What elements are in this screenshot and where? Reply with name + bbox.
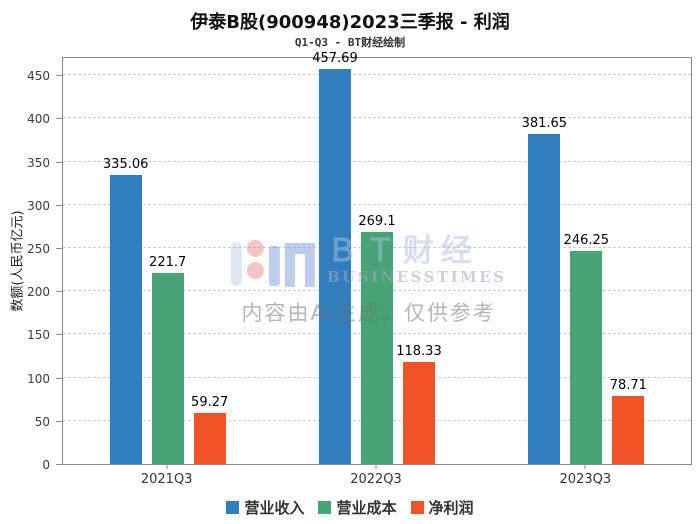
y-tick-mark: [56, 248, 62, 250]
bar: [402, 361, 435, 464]
gridline: [63, 203, 691, 205]
bar-wrap: 335.06: [103, 157, 148, 464]
bar-value-label: 335.06: [102, 156, 149, 172]
bar: [360, 231, 393, 464]
legend-label: 营业收入: [244, 499, 305, 517]
x-tick-label: 2022Q3: [350, 472, 402, 487]
y-tick-label: 400: [27, 112, 50, 127]
bar: [612, 396, 645, 464]
gridline: [63, 160, 691, 162]
y-tick-mark: [56, 334, 62, 336]
bar-value-label: 381.65: [521, 116, 568, 132]
bar-value-label: 118.33: [396, 343, 442, 359]
x-tick-mark: [584, 465, 586, 469]
bar-group: 457.69 269.1 118.33: [272, 51, 481, 464]
bar-wrap: 221.7: [149, 254, 187, 464]
y-tick-mark: [56, 75, 62, 77]
y-tick-mark: [56, 118, 62, 120]
legend-item: 营业成本: [318, 497, 397, 518]
gridline: [63, 74, 691, 76]
x-tick-label: 2023Q3: [559, 472, 612, 487]
y-tick-label: 100: [27, 371, 50, 386]
chart-title: 伊泰B股(900948)2023三季报 - 利润: [190, 12, 510, 33]
legend-label: 营业成本: [336, 499, 397, 517]
y-tick-mark: [56, 291, 62, 293]
legend-swatch: [318, 501, 332, 514]
bar: [528, 134, 561, 464]
x-tick-mark: [375, 465, 377, 469]
bar-wrap: 78.71: [609, 378, 647, 464]
y-tick-mark: [56, 377, 62, 379]
bar-value-label: 59.27: [191, 394, 229, 410]
bar-wrap: 246.25: [564, 233, 609, 464]
bar: [193, 412, 226, 464]
y-tick-label: 0: [42, 458, 50, 472]
y-tick-mark: [56, 204, 62, 206]
bar-group: 381.65 246.25 78.71: [482, 58, 691, 464]
legend-label: 净利润: [428, 499, 474, 517]
legend: 营业收入 营业成本 净利润: [0, 497, 700, 518]
legend-item: 净利润: [410, 497, 474, 518]
legend-swatch: [410, 501, 424, 514]
bar: [318, 68, 351, 464]
legend-item: 营业收入: [226, 497, 304, 518]
bar: [109, 174, 142, 464]
x-tick-label: 2021Q3: [140, 472, 193, 487]
x-tick-mark: [166, 465, 168, 469]
y-axis: 0 50 100 150 200 250 300 350 400 450: [0, 57, 62, 472]
y-tick-mark: [56, 420, 62, 422]
bar: [570, 251, 603, 464]
bar-value-label: 221.7: [149, 254, 187, 270]
bar-wrap: 457.69: [312, 51, 358, 464]
bar-value-label: 78.71: [609, 378, 647, 394]
y-tick-mark: [56, 161, 62, 163]
chart-subtitle: Q1-Q3 - BT财经绘制: [294, 36, 406, 49]
y-tick-mark: [56, 464, 62, 465]
bar-value-label: 269.1: [358, 213, 396, 229]
y-tick-label: 450: [27, 69, 50, 84]
y-tick-label: 150: [27, 328, 50, 343]
y-tick-label: 50: [34, 414, 50, 429]
y-tick-label: 350: [27, 155, 50, 170]
y-tick-label: 200: [27, 285, 50, 300]
plot-area: ＢＴ财经 BUSINESSTIMES 内容由AI生成，仅供参考 335.06 22…: [62, 51, 692, 465]
gridline: [63, 117, 691, 119]
bar-value-label: 457.69: [312, 50, 358, 66]
bar-wrap: 269.1: [358, 213, 396, 464]
y-tick-label: 300: [27, 198, 50, 213]
bar-group: 335.06 221.7 59.27: [63, 58, 272, 464]
y-tick-label: 250: [27, 242, 50, 257]
bar-value-label: 246.25: [563, 233, 610, 249]
x-axis: 2021Q3 2022Q3 2023Q3: [62, 465, 692, 493]
legend-swatch: [226, 501, 240, 514]
bar-wrap: 59.27: [191, 394, 229, 464]
bar-wrap: 118.33: [396, 344, 442, 464]
bar-wrap: 381.65: [522, 116, 567, 464]
bar: [151, 272, 184, 464]
